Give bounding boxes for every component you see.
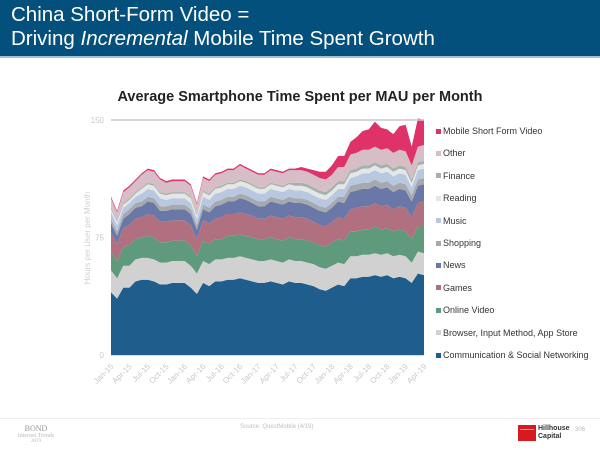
legend-label: Mobile Short Form Video — [443, 126, 543, 136]
report-year: 2019 — [31, 439, 41, 444]
legend-item: Games — [436, 281, 472, 295]
legend-label: Browser, Input Method, App Store — [443, 327, 578, 338]
x-tick-label: Apr-15 — [110, 362, 134, 386]
legend-item: Communication & Social Networking — [436, 348, 589, 362]
area-layers — [111, 118, 424, 355]
legend-swatch-icon — [436, 150, 441, 156]
slide-title-line-1: China Short-Form Video = — [11, 3, 250, 26]
y-axis-label: Hours per User per Month — [83, 192, 92, 284]
legend-swatch-icon — [436, 218, 441, 224]
x-tick-labels: Jan-15Apr-15Jul-15Oct-15Jan-16Apr-16Jul-… — [92, 362, 429, 386]
legend-item: Online Video — [436, 303, 494, 317]
x-tick-label: Apr-18 — [331, 362, 355, 386]
area-series-reading — [111, 163, 424, 225]
area-series-shopping — [111, 178, 424, 236]
legend-swatch-icon — [436, 173, 441, 179]
source-note: Source: QuestMobile (4/19) — [240, 424, 314, 430]
legend-swatch-icon — [436, 307, 441, 313]
legend-label: Finance — [443, 170, 476, 181]
x-tick-label: Apr-16 — [184, 362, 208, 386]
legend-label: Reading — [443, 193, 477, 204]
legend-label: News — [443, 260, 466, 271]
title-text: Driving — [11, 27, 81, 50]
legend-item: Reading — [436, 191, 477, 205]
legend-swatch-icon — [436, 352, 441, 358]
legend-label: Other — [443, 148, 466, 159]
title-emphasis: Incremental — [80, 27, 188, 50]
report-name: Internet Trends — [17, 433, 55, 439]
chart-title: Average Smartphone Time Spent per MAU pe… — [117, 89, 483, 105]
legend-swatch-icon — [436, 195, 441, 201]
footer-divider — [0, 418, 600, 419]
legend-label: Music — [443, 215, 467, 226]
bond-logo: BOND Internet Trends 2019 — [11, 424, 61, 444]
legend-item: Music — [436, 214, 467, 228]
legend-swatch-icon — [436, 128, 441, 134]
title-text: Mobile Time Spent Growth — [187, 27, 435, 50]
slide-title-line-2: Driving Incremental Mobile Time Spent Gr… — [11, 28, 435, 50]
legend-swatch-icon — [436, 240, 441, 246]
legend-swatch-icon — [436, 285, 441, 291]
area-series-other — [111, 145, 424, 221]
partner-name: Hillhouse Capital — [538, 425, 570, 441]
area-series-online-video — [111, 226, 424, 279]
legend-item: Mobile Short Form Video — [436, 124, 542, 138]
partner-name-line-2: Capital — [538, 433, 562, 440]
y-tick-label: 75 — [95, 234, 104, 243]
hillhouse-logo-icon — [518, 425, 536, 441]
x-tick-label: Apr-17 — [258, 362, 282, 386]
area-series-communication-social-networking — [111, 273, 424, 355]
legend-label: Communication & Social Networking — [443, 350, 589, 360]
y-tick-labels: 0 75 150 — [91, 116, 105, 360]
y-tick-label: 150 — [91, 116, 105, 125]
area-series-browser-input-method-app-store — [111, 251, 424, 299]
legend-swatch-icon — [436, 262, 441, 268]
legend-item: Browser, Input Method, App Store — [436, 326, 578, 340]
area-series-news — [111, 184, 424, 244]
area-series-games — [111, 201, 424, 261]
legend-label: Shopping — [443, 238, 482, 248]
slide-header: China Short-Form Video = Driving Increme… — [0, 0, 600, 58]
x-tick-label: Apr-19 — [405, 362, 429, 386]
legend-item: News — [436, 258, 466, 272]
legend-item: Shopping — [436, 236, 481, 250]
legend-item: Finance — [436, 169, 475, 183]
legend-label: Games — [443, 282, 473, 293]
y-tick-label: 0 — [100, 351, 105, 360]
page-number: 306 — [575, 427, 586, 433]
legend-item: Other — [436, 146, 466, 160]
legend-label: Online Video — [443, 305, 495, 316]
bond-wordmark: BOND — [24, 424, 48, 433]
legend-swatch-icon — [436, 330, 441, 336]
partner-name-line-1: Hillhouse — [538, 425, 570, 432]
area-series-music — [111, 168, 424, 232]
